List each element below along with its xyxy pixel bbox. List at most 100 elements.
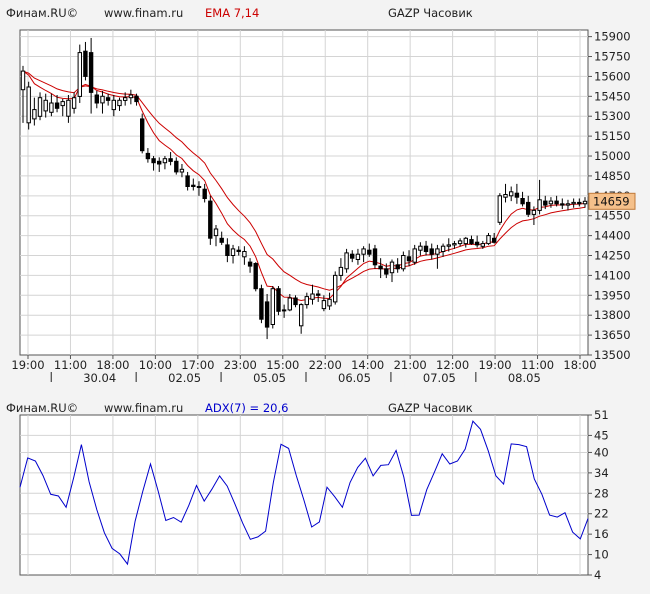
adx-plot-area (19, 414, 589, 576)
candle (435, 244, 440, 269)
candle-body-up (270, 288, 276, 326)
candle (486, 232, 491, 245)
candle-body-down (185, 175, 190, 187)
price-y-tick-label: 14100 (594, 268, 631, 282)
candle (372, 244, 378, 269)
candle (213, 225, 219, 247)
candle (469, 235, 474, 245)
candle (49, 93, 54, 117)
candle-body-down (526, 201, 531, 215)
candle (88, 37, 94, 114)
date-label: 08.05 (508, 371, 541, 385)
price-x-tick-label: 18:00 (563, 358, 596, 372)
candle-body-down (520, 198, 525, 205)
candle-body-up (32, 109, 37, 120)
candle (531, 206, 537, 225)
candle (168, 152, 173, 166)
candle (503, 183, 508, 203)
candle-body-up (452, 243, 457, 246)
candle (355, 248, 361, 265)
last-price-marker: 14659 (588, 192, 636, 210)
price-url-label[interactable]: www.finam.ru (104, 6, 183, 20)
candle-body-up (338, 266, 344, 276)
adx-y-tick-label: 22 (594, 507, 609, 521)
candle (230, 244, 236, 264)
candle (202, 183, 207, 203)
candle-body-up (327, 298, 332, 307)
candle-body-up (446, 244, 452, 247)
candle (43, 93, 48, 118)
adx-source-label: Финам.RU© (6, 401, 78, 415)
candle (264, 293, 270, 340)
candle (134, 93, 139, 106)
price-y-tick-label: 13950 (594, 288, 631, 302)
candle-body-up (77, 52, 82, 97)
candle-body-down (54, 102, 60, 109)
candle-body-down (168, 158, 173, 162)
candle-body-down (423, 245, 429, 252)
candle (276, 286, 281, 316)
candle (105, 93, 111, 106)
candle-body-down (372, 248, 378, 266)
candle-body-up (281, 309, 287, 312)
candle (270, 286, 276, 329)
candle-body-down (247, 261, 253, 267)
candle-body-up (230, 248, 236, 256)
candle (111, 95, 116, 117)
candle (361, 246, 366, 263)
candle-body-up (299, 304, 304, 327)
candle-body-up (582, 200, 588, 205)
ema-indicator-label: EMA 7,14 (205, 6, 259, 20)
candle-body-up (123, 97, 128, 101)
candle (293, 295, 298, 308)
candle-body-up (548, 200, 554, 205)
adx-url-label[interactable]: www.finam.ru (104, 401, 183, 415)
candle-body-up (196, 186, 202, 188)
price-source-label: Финам.RU© (6, 6, 78, 20)
candle-body-down (88, 52, 94, 93)
candle-body-up (480, 243, 486, 247)
price-y-tick-label: 14850 (594, 169, 631, 183)
price-x-tick-label: 17:00 (181, 358, 214, 372)
candle (463, 236, 469, 248)
adx-y-tick-label: 16 (594, 527, 609, 541)
candle (54, 95, 60, 113)
candle (333, 271, 338, 305)
candle (378, 258, 383, 279)
candle (560, 198, 565, 210)
candle (509, 186, 514, 202)
candle (191, 178, 196, 191)
candle-body-up (418, 245, 423, 251)
candle-body-down (378, 265, 383, 270)
candle (497, 193, 503, 225)
candle-body-down (276, 288, 281, 312)
adx-y-tick-label: 40 (594, 445, 609, 459)
candle (429, 243, 434, 260)
candle-body-down (350, 253, 355, 259)
candle-body-up (100, 95, 105, 104)
adx-y-tick-label: 45 (594, 428, 609, 442)
candle (316, 290, 321, 302)
candle (162, 156, 168, 170)
adx-line-group (19, 420, 589, 566)
price-y-tick-label: 15450 (594, 89, 631, 103)
candle-body-down (105, 97, 111, 101)
candle-body-up (565, 203, 571, 206)
candle-body-up (321, 300, 327, 310)
candle (367, 243, 372, 257)
price-y-tick-label: 15000 (594, 149, 631, 163)
candle-body-down (134, 95, 139, 103)
candle-body-up (457, 240, 463, 245)
candle-body-up (412, 248, 417, 263)
candle-body-up (344, 252, 349, 270)
adx-y-tick-label: 34 (594, 466, 609, 480)
candle-body-down (259, 288, 264, 320)
candle (577, 198, 582, 207)
candle (304, 292, 310, 309)
candle-body-down (264, 301, 270, 328)
candle-body-down (174, 160, 179, 173)
candle-body-down (94, 94, 99, 104)
price-x-tick-label: 22:00 (309, 358, 342, 372)
price-x-tick-label: 19:00 (11, 358, 44, 372)
price-y-tick-label: 13800 (594, 308, 631, 322)
